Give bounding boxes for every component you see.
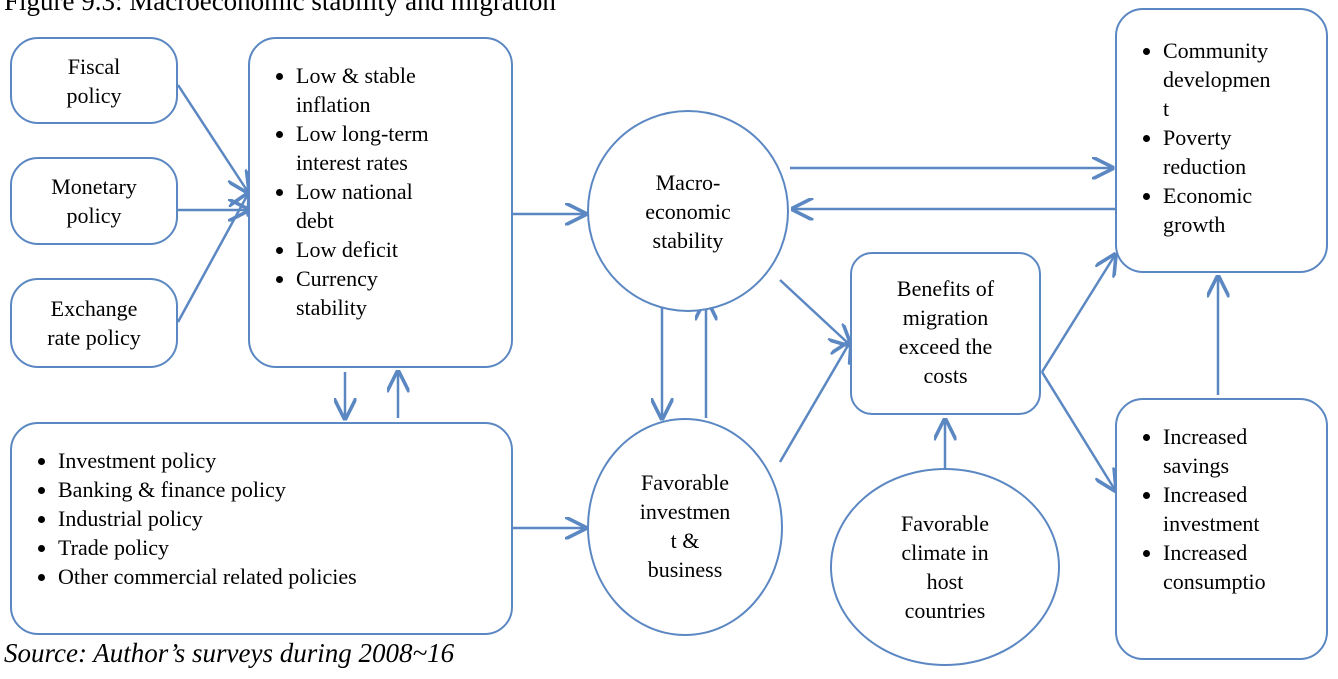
text-line: investmen <box>639 499 731 524</box>
text-line: policy <box>66 203 122 228</box>
bullet-item: Poverty reduction <box>1163 123 1326 181</box>
favorable-circle: Favorable investmen t & business <box>587 418 783 636</box>
text-line: migration <box>902 305 989 330</box>
bullet-text: Other commercial related policies <box>58 564 357 589</box>
bullet-text: Low & stable <box>296 63 416 88</box>
policies-box: Investment policy Banking & finance polic… <box>10 422 513 635</box>
bullet-text: Community <box>1163 38 1269 63</box>
bullet-text: Industrial policy <box>58 506 203 531</box>
source: Source: Author’s surveys during 2008~16 <box>4 638 455 668</box>
text-line: host <box>926 569 964 594</box>
bullet-item: Community developmen t <box>1163 36 1326 123</box>
text-line: climate in <box>901 540 989 565</box>
bullet-text: Economic <box>1163 183 1253 208</box>
bullet-list: Low & stable inflation Low long-term intere… <box>250 61 511 322</box>
bullet-item: Currency stability <box>296 264 511 322</box>
macro-circle: Macro-economic stability <box>587 110 789 312</box>
bullet-text: Increased <box>1163 540 1248 565</box>
bullet-item: Increased investment <box>1163 480 1326 538</box>
benefits-box: Benefits of migration exceed the costs <box>850 252 1041 415</box>
bullet-item: Banking & finance policy <box>58 475 511 504</box>
bullet-item: Increased savings <box>1163 422 1326 480</box>
bullet-text: Low long-term <box>296 121 429 146</box>
bullet-item: Low & stable inflation <box>296 61 511 119</box>
bullet-item: Low national debt <box>296 177 511 235</box>
bullet-text: Increased <box>1163 482 1248 507</box>
bullet-text: Low deficit <box>296 237 399 262</box>
monetary-box: Monetary policy <box>10 157 178 245</box>
text-line: Fiscal <box>67 53 121 79</box>
bullet-text: developmen <box>1163 67 1271 92</box>
text-line: Benefits of <box>896 276 995 301</box>
bullet-item: Industrial policy <box>58 504 511 533</box>
bullet-text: Low national <box>296 179 413 204</box>
text-line: stability <box>652 227 724 253</box>
bullet-text: consumptio <box>1163 569 1266 594</box>
bullet-item: Investment policy <box>58 446 511 475</box>
bullet-list: Investment policy Banking & finance polic… <box>12 446 511 591</box>
bullet-text: inflation <box>296 92 371 117</box>
text-line: costs <box>923 363 968 388</box>
effects-box: IncreasedsavingsIncreasedinvestmentIncre… <box>1115 398 1328 660</box>
bullet-item: Increased consumptio <box>1163 538 1326 596</box>
bullet-text: growth <box>1163 212 1226 237</box>
exchange-box: Exchange rate policy <box>10 278 178 368</box>
bullet-item: Trade policy <box>58 533 511 562</box>
bullet-text: Investment policy <box>58 448 217 473</box>
text-line: Exchange <box>50 296 138 321</box>
bullet-text: Increased <box>1163 424 1248 449</box>
text-line: exceed the <box>898 334 993 359</box>
bullet-text: Currency <box>296 266 378 291</box>
text-line: Monetary <box>51 174 137 199</box>
bullet-text: debt <box>296 208 334 233</box>
conditions-box: Low & stable inflation Low long-term intere… <box>248 37 513 368</box>
bullet-list: CommunitydevelopmentPovertyreductionEcon… <box>1117 36 1326 239</box>
bullet-list: IncreasedsavingsIncreasedinvestmentIncre… <box>1117 422 1326 596</box>
text-line: economic <box>645 198 731 224</box>
text-line: policy <box>66 82 122 108</box>
bullet-text: investment <box>1163 511 1260 536</box>
arrow-group <box>176 84 1218 528</box>
fiscal-box: Fiscal policy <box>10 37 178 124</box>
text-line: business <box>647 557 723 582</box>
bullet-text: interest rates <box>296 150 408 175</box>
bullet-item: Other commercial related policies <box>58 562 511 591</box>
outcomes-box: CommunitydevelopmentPovertyreductionEcon… <box>1115 8 1328 273</box>
text-line: t & <box>670 528 700 553</box>
bullet-text: stability <box>296 295 367 320</box>
bullet-text: savings <box>1163 453 1229 478</box>
bullet-text: t <box>1163 96 1170 121</box>
text-line: Macro- <box>655 169 721 195</box>
text-line: rate policy <box>47 325 141 350</box>
bullet-item: Low deficit <box>296 235 511 264</box>
bullet-item: Low long-term interest rates <box>296 119 511 177</box>
bullet-text: Poverty <box>1163 125 1232 150</box>
bullet-text: reduction <box>1163 154 1247 179</box>
text-line: Favorable <box>641 470 729 495</box>
bullet-text: Trade policy <box>58 535 170 560</box>
text-line: Favorable <box>901 511 989 536</box>
bullet-text: Banking & finance policy <box>58 477 286 502</box>
host-circle: Favorable climate in host countries <box>830 468 1060 666</box>
bullet-item: Economic growth <box>1163 181 1326 239</box>
title: Figure 9.3: Macroeconomic stability and … <box>4 0 556 16</box>
text-line: countries <box>904 598 986 623</box>
